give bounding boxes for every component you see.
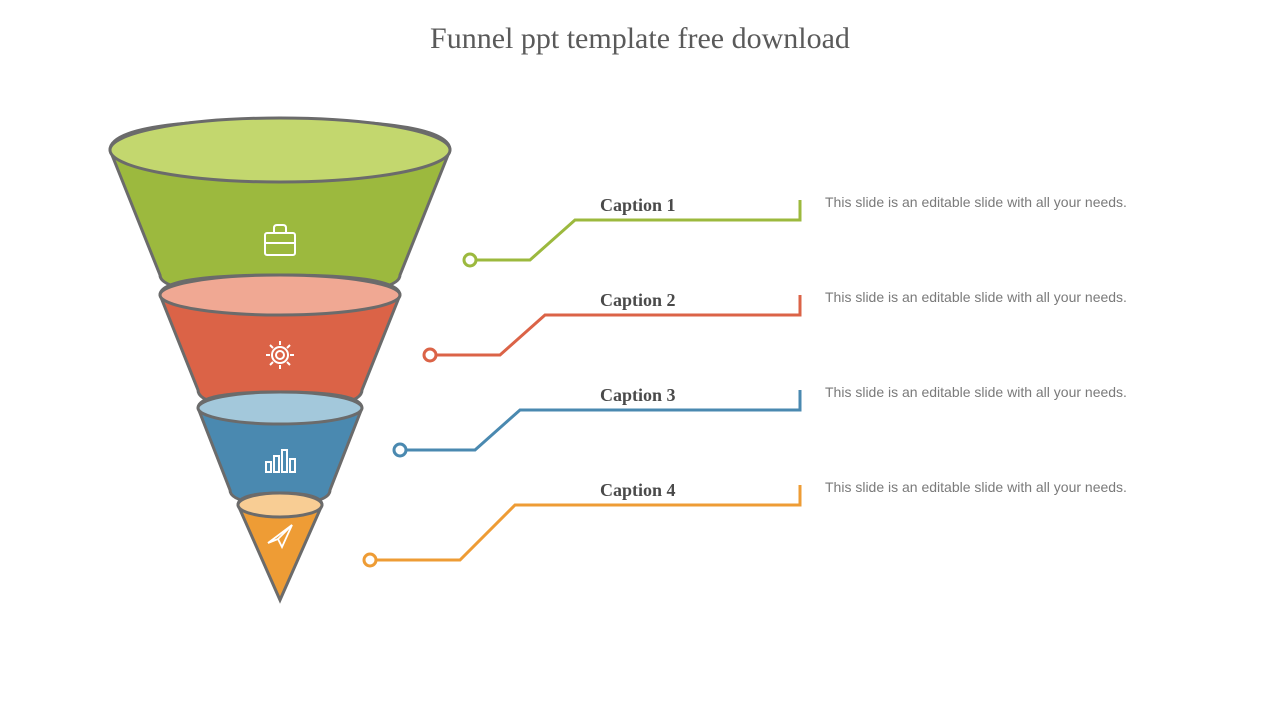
caption-block-4: Caption 4 This slide is an editable slid… bbox=[600, 480, 1160, 503]
caption-body-4: This slide is an editable slide with all… bbox=[825, 478, 1155, 498]
caption-body-1: This slide is an editable slide with all… bbox=[825, 193, 1155, 213]
caption-block-2: Caption 2 This slide is an editable slid… bbox=[600, 290, 1160, 313]
connector-4 bbox=[0, 0, 1280, 720]
caption-block-1: Caption 1 This slide is an editable slid… bbox=[600, 195, 1160, 218]
caption-block-3: Caption 3 This slide is an editable slid… bbox=[600, 385, 1160, 408]
caption-body-2: This slide is an editable slide with all… bbox=[825, 288, 1155, 308]
caption-body-3: This slide is an editable slide with all… bbox=[825, 383, 1155, 403]
